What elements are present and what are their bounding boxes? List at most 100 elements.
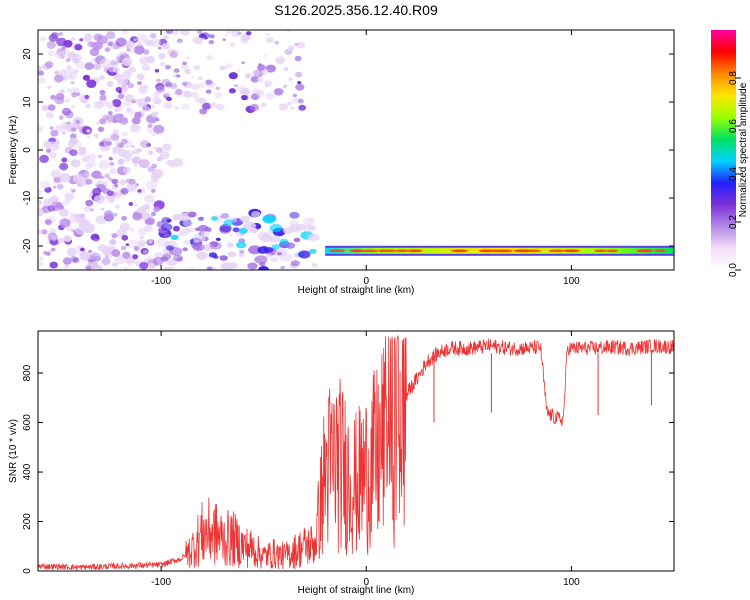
noise-blob bbox=[173, 225, 180, 232]
tone-peak bbox=[548, 249, 566, 253]
noise-blob bbox=[154, 69, 160, 73]
tone-peak bbox=[395, 249, 409, 253]
noise-blob bbox=[115, 255, 126, 265]
streak-blob bbox=[179, 30, 190, 36]
noise-blob bbox=[63, 235, 72, 243]
noise-blob bbox=[52, 185, 57, 189]
noise-blob bbox=[146, 127, 154, 134]
noise-blob bbox=[99, 58, 111, 68]
noise-blob bbox=[38, 70, 45, 76]
tone-peak bbox=[329, 249, 346, 253]
tone-peak bbox=[406, 249, 420, 253]
noise-blob bbox=[66, 225, 74, 232]
noise-blob bbox=[85, 265, 92, 270]
streak-blob bbox=[283, 84, 288, 88]
noise-blob bbox=[121, 234, 129, 241]
streak-blob bbox=[224, 34, 228, 37]
signal-patch bbox=[197, 216, 204, 221]
noise-blob bbox=[42, 105, 49, 112]
signal-patch bbox=[215, 237, 221, 241]
noise-blob bbox=[143, 255, 154, 264]
heatmap-upper-streaks bbox=[160, 30, 307, 115]
noise-blob bbox=[112, 146, 121, 154]
noise-blob bbox=[151, 169, 164, 179]
signal-patch bbox=[220, 213, 230, 219]
noise-blob bbox=[58, 32, 63, 36]
noise-blob bbox=[120, 187, 129, 195]
noise-blob bbox=[59, 208, 69, 217]
noise-blob bbox=[165, 91, 171, 97]
noise-blob bbox=[133, 162, 139, 168]
signal-patch bbox=[240, 215, 251, 223]
noise-blob bbox=[80, 247, 85, 252]
noise-blob bbox=[117, 93, 125, 100]
streak-blob bbox=[229, 42, 236, 47]
noise-blob bbox=[84, 162, 93, 170]
noise-blob bbox=[64, 192, 75, 201]
noise-blob bbox=[70, 81, 75, 85]
streak-blob bbox=[283, 67, 289, 71]
streak-blob bbox=[219, 65, 226, 71]
noise-blob bbox=[95, 215, 107, 225]
noise-blob bbox=[134, 203, 139, 207]
noise-blob bbox=[70, 159, 81, 168]
y-tick-label: 20 bbox=[22, 48, 33, 60]
streak-blob bbox=[256, 77, 264, 83]
streak-blob bbox=[205, 89, 212, 94]
signal-patch bbox=[228, 262, 239, 269]
signal-patch bbox=[265, 253, 272, 258]
noise-blob bbox=[113, 73, 123, 81]
signal-patch bbox=[289, 211, 300, 219]
streak-blob bbox=[294, 43, 299, 46]
noise-blob bbox=[74, 213, 86, 223]
streak-blob bbox=[215, 86, 220, 91]
streak-blob bbox=[240, 37, 249, 44]
noise-blob bbox=[154, 99, 162, 105]
streak-blob bbox=[288, 77, 293, 81]
signal-patch bbox=[269, 235, 281, 243]
streak-blob bbox=[176, 38, 183, 44]
noise-blob bbox=[71, 92, 78, 98]
noise-blob bbox=[59, 218, 71, 228]
signal-patch bbox=[187, 266, 195, 270]
noise-blob bbox=[79, 38, 84, 42]
streak-blob bbox=[241, 94, 249, 101]
signal-patch bbox=[210, 216, 218, 221]
noise-blob bbox=[98, 118, 107, 125]
noise-blob bbox=[116, 228, 127, 237]
noise-blob bbox=[105, 101, 115, 109]
signal-patch bbox=[271, 244, 280, 250]
colorbar-tick-label: 0.2 bbox=[728, 215, 739, 229]
noise-blob bbox=[148, 262, 156, 269]
noise-blob bbox=[84, 62, 94, 70]
noise-blob bbox=[94, 133, 99, 138]
streak-blob bbox=[288, 46, 295, 52]
noise-blob bbox=[139, 262, 149, 270]
streak-blob bbox=[180, 63, 189, 70]
tone-peak bbox=[606, 249, 619, 253]
signal-patch bbox=[192, 233, 206, 243]
noise-blob bbox=[111, 249, 121, 257]
noise-blob bbox=[86, 129, 91, 133]
colorbar-ticks: 0.0 0.2 0.4 0.6 0.8 bbox=[728, 71, 741, 277]
noise-blob bbox=[150, 111, 159, 118]
tone-peak bbox=[363, 249, 379, 253]
signal-patch bbox=[289, 220, 299, 227]
signal-patch bbox=[182, 220, 193, 227]
tone-peak bbox=[352, 249, 362, 253]
streak-blob bbox=[264, 84, 270, 88]
noise-blob bbox=[111, 233, 118, 239]
noise-blob bbox=[109, 239, 117, 245]
noise-blob bbox=[119, 117, 129, 125]
noise-blob bbox=[162, 143, 172, 151]
noise-blob bbox=[50, 129, 59, 137]
noise-blob bbox=[100, 207, 105, 211]
noise-blob bbox=[115, 86, 123, 93]
streak-blob bbox=[174, 106, 179, 110]
streak-blob bbox=[260, 102, 267, 108]
streak-blob bbox=[172, 74, 177, 78]
noise-blob bbox=[126, 107, 131, 112]
noise-blob bbox=[99, 74, 105, 79]
